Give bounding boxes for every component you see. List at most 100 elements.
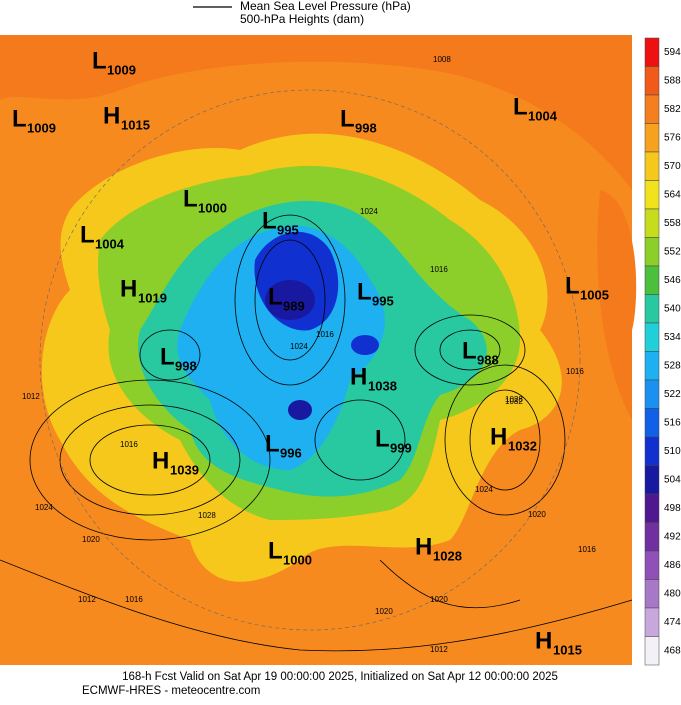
isobar-label: 1020	[430, 595, 448, 604]
isobar-label: 1024	[35, 503, 53, 512]
footer-text: ECMWF-HRES - meteocentre.com	[82, 685, 260, 697]
colorbar-label: 576	[664, 132, 681, 143]
region	[0, 35, 632, 190]
pressure-center-letter: L	[92, 47, 107, 74]
pressure-center-value: 1028	[433, 548, 462, 563]
isobar-label: 1012	[430, 645, 448, 654]
colorbar-label: 504	[664, 474, 681, 485]
pressure-center-value: 1004	[528, 108, 558, 123]
isobar-label: 1024	[290, 342, 308, 351]
pressure-center-value: 995	[277, 222, 299, 237]
colorbar-label: 498	[664, 503, 681, 514]
pressure-center-value: 998	[175, 358, 197, 373]
pressure-center-value: 1038	[368, 378, 397, 393]
pressure-center-letter: L	[340, 105, 355, 132]
colorbar-cell	[644, 550, 660, 580]
pressure-center-value: 998	[355, 120, 377, 135]
isobar-label: 1028	[505, 395, 523, 404]
pressure-center-value: 1015	[553, 642, 582, 657]
pressure-center-value: 1000	[283, 552, 312, 567]
colorbar-cell	[644, 465, 660, 495]
pressure-center-letter: L	[357, 278, 372, 305]
pressure-center-value: 1009	[107, 62, 136, 77]
colorbar-label: 594	[664, 47, 681, 58]
colorbar-label: 492	[664, 531, 681, 542]
colorbar-cell	[644, 408, 660, 438]
colorbar-cell	[644, 123, 660, 153]
colorbar-label: 570	[664, 161, 681, 172]
region	[351, 335, 379, 355]
region	[288, 400, 312, 420]
colorbar-cell	[644, 493, 660, 523]
isobar-label: 1020	[82, 535, 100, 544]
isobar-label: 1032	[505, 397, 523, 406]
colorbar-label: 510	[664, 446, 681, 457]
pressure-center-letter: H	[490, 423, 507, 450]
pressure-center-letter: L	[262, 207, 277, 234]
colorbar-label: 474	[664, 617, 681, 628]
colorbar-label: 558	[664, 218, 681, 229]
pressure-center-value: 999	[390, 440, 412, 455]
pressure-center-value: 1015	[121, 117, 150, 132]
pressure-center-value: 989	[283, 298, 305, 313]
isobar-label: 1016	[430, 265, 448, 274]
pressure-center-letter: L	[183, 185, 198, 212]
colorbar-cell	[644, 37, 660, 67]
isobar-label: 1016	[316, 330, 334, 339]
legend-text: Mean Sea Level Pressure (hPa)	[240, 0, 411, 13]
pressure-center-letter: H	[103, 102, 120, 129]
isobar-label: 1016	[578, 545, 596, 554]
pressure-center-letter: L	[268, 283, 283, 310]
isobar-label: 1024	[475, 485, 493, 494]
colorbar-label: 522	[664, 389, 681, 400]
isobars	[0, 214, 633, 652]
colorbar-cell	[644, 522, 660, 552]
colorbar-cell	[644, 180, 660, 210]
pressure-center-value: 996	[280, 445, 302, 460]
colorbar-label: 486	[664, 560, 681, 571]
colorbar-label: 468	[664, 645, 681, 656]
pressure-center-letter: L	[565, 272, 580, 299]
colorbar-cell	[644, 579, 660, 609]
pressure-center-letter: H	[152, 447, 169, 474]
pressure-center-letter: L	[80, 221, 95, 248]
pressure-center-value: 1019	[138, 290, 167, 305]
colorbar-cell	[644, 322, 660, 352]
colorbar: 594 588 582 576 570 564 558 552 546 540 534 528 522 5…	[644, 37, 681, 666]
legend-text: 500-hPa Heights (dam)	[240, 12, 364, 26]
pressure-center-letter: L	[265, 430, 280, 457]
region	[597, 190, 637, 420]
isobar-label: 1012	[22, 392, 40, 401]
colorbar-cell	[644, 436, 660, 466]
colorbar-cell	[644, 66, 660, 96]
pressure-center-value: 1004	[95, 236, 125, 251]
colorbar-cell	[644, 636, 660, 666]
colorbar-label: 528	[664, 360, 681, 371]
isobar-label: 1024	[360, 207, 378, 216]
isobar-label: 1016	[120, 440, 138, 449]
pressure-center-letter: L	[12, 105, 27, 132]
pressure-center-letter: L	[268, 537, 283, 564]
pressure-center-letter: H	[120, 275, 137, 302]
isobar-label: 1012	[78, 595, 96, 604]
pressure-center-value: 1005	[580, 287, 609, 302]
pressure-center-letter: L	[462, 337, 477, 364]
colorbar-label: 540	[664, 303, 681, 314]
pressure-center-letter: H	[415, 533, 432, 560]
pressure-center-letter: H	[350, 363, 367, 390]
colorbar-cell	[644, 237, 660, 267]
colorbar-label: 582	[664, 104, 681, 115]
colorbar-cell	[644, 208, 660, 238]
pressure-center-value: 995	[372, 293, 394, 308]
pressure-center-value: 1000	[198, 200, 227, 215]
colorbar-label: 546	[664, 275, 681, 286]
isobar-label: 1020	[375, 607, 393, 616]
colorbar-label: 588	[664, 75, 681, 86]
colorbar-label: 552	[664, 246, 681, 257]
pressure-center-letter: L	[160, 343, 175, 370]
pressure-center-letter: H	[535, 627, 552, 654]
latitude-circle	[39, 89, 581, 631]
colorbar-cell	[644, 607, 660, 637]
